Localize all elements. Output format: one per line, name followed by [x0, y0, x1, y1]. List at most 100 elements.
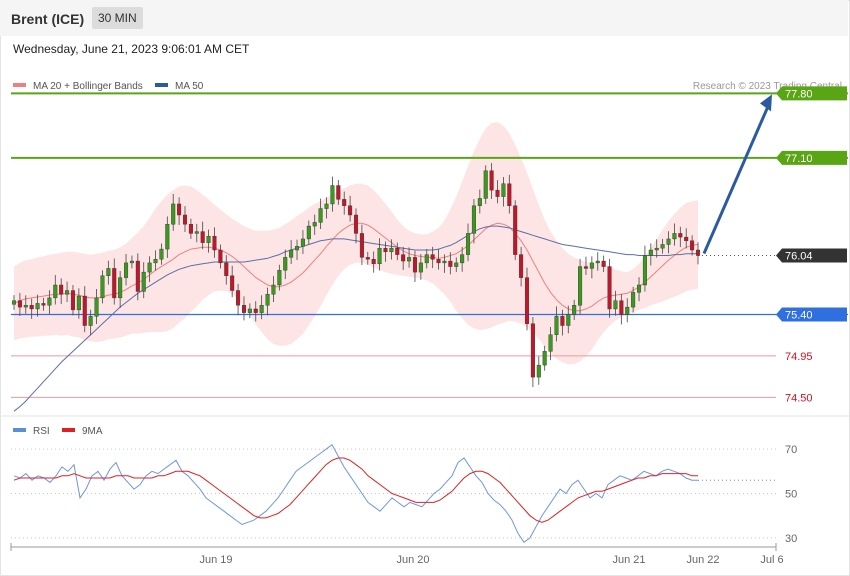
timestamp: Wednesday, June 21, 2023 9:06:01 AM CET — [13, 42, 250, 56]
candle-body — [672, 233, 677, 240]
candle-body — [236, 290, 241, 306]
candle-body — [389, 247, 394, 253]
candle-body — [690, 240, 695, 251]
candle-body — [348, 205, 353, 216]
rsi-9ma-line — [13, 457, 698, 523]
candle-body — [483, 170, 488, 199]
candle-body — [513, 205, 518, 255]
legend-9ma: 9MA — [62, 426, 103, 438]
candle-body — [153, 259, 158, 264]
legend-swatch-ma20 — [13, 83, 26, 88]
candle-body — [41, 303, 46, 306]
candle-body — [684, 236, 689, 241]
candle-body — [448, 260, 453, 267]
level-label-75-40: 75.40 — [776, 307, 847, 322]
candle-body — [412, 257, 417, 273]
candle-body — [295, 246, 300, 251]
x-tick-label: Jun 19 — [199, 554, 232, 566]
candle-body — [212, 235, 217, 251]
candle-body — [507, 183, 512, 206]
projection-arrow-shaft — [702, 105, 770, 255]
candle-body — [283, 257, 288, 271]
candle-body — [318, 208, 323, 223]
level-label-76-04: 76.04 — [776, 248, 847, 263]
level-label-76-04-text: 76.04 — [785, 251, 813, 263]
legend-label-9ma: 9MA — [82, 426, 103, 437]
candle-body — [395, 247, 400, 255]
rsi-tick-50: 50 — [785, 489, 797, 501]
candle-body — [578, 266, 583, 306]
header-bar: Brent (ICE) 30 MIN — [0, 0, 848, 36]
candle-body — [194, 231, 199, 234]
candle-body — [171, 203, 176, 225]
timeframe-badge[interactable]: 30 MIN — [92, 7, 143, 29]
candle-body — [188, 224, 193, 234]
candle-body — [424, 254, 429, 264]
candle-body — [53, 284, 58, 299]
candle-body — [648, 249, 653, 256]
x-tick-label: Jun 21 — [612, 554, 645, 566]
candle-body — [177, 203, 182, 216]
candle-body — [11, 300, 17, 305]
legend-label-ma20: MA 20 + Bollinger Bands — [33, 81, 143, 92]
candle-body — [324, 203, 329, 209]
candle-body — [277, 270, 282, 286]
candle-body — [342, 199, 347, 206]
candle-body — [524, 277, 530, 324]
x-axis: Jun 19 Jun 20 Jun 21 Jun 22 Jul 6 — [10, 543, 784, 566]
candle-body — [135, 260, 140, 292]
legend-swatch-ma50 — [155, 83, 168, 88]
candle-body — [442, 260, 447, 264]
candle-body — [595, 260, 600, 264]
rsi-line — [13, 443, 698, 544]
candle-body — [536, 364, 541, 378]
candle-body — [129, 260, 134, 264]
level-label-77-80-text: 77.80 — [785, 88, 813, 100]
candle-body — [65, 290, 70, 295]
candle-body — [371, 259, 376, 265]
candle-body — [253, 308, 258, 313]
symbol-title: Brent (ICE) — [11, 11, 85, 27]
candle-body — [566, 314, 571, 326]
candle-body — [29, 305, 34, 310]
candle-body — [519, 254, 524, 278]
candle-body — [430, 254, 435, 260]
candle-body — [312, 222, 317, 227]
candle-body — [383, 247, 388, 253]
level-label-74-50-text: 74.50 — [785, 392, 813, 404]
candle-body — [666, 238, 671, 245]
level-label-75-40-text: 75.40 — [785, 309, 813, 321]
candle-body — [147, 262, 152, 273]
candle-body — [300, 238, 305, 247]
level-label-77-10-box — [776, 150, 847, 165]
candle-body — [619, 300, 624, 315]
candle-body — [353, 214, 359, 234]
candle-body — [454, 262, 459, 267]
candle-body — [241, 305, 246, 313]
candle-body — [230, 275, 235, 291]
candle-body — [660, 244, 665, 249]
candle-body — [495, 189, 500, 197]
candle-body — [589, 262, 594, 269]
candle-body — [206, 235, 211, 243]
candle-body — [678, 233, 683, 238]
rsi-tick-30: 30 — [785, 533, 797, 545]
candle-body — [607, 266, 612, 310]
legend-label-rsi: RSI — [33, 426, 50, 437]
candle-body — [466, 233, 471, 255]
candle-body — [530, 323, 535, 378]
candle-body — [182, 214, 188, 225]
candle-body — [601, 260, 606, 267]
research-credit: Research © 2023 Trading Central — [692, 81, 842, 92]
candle-body — [460, 254, 465, 264]
level-label-76-04-box — [776, 248, 847, 263]
legend-ma50: MA 50 — [155, 81, 203, 93]
level-label-77-80-box — [776, 86, 847, 101]
candle-body — [200, 231, 205, 243]
candle-body — [471, 205, 476, 234]
level-label-74-95-text: 74.95 — [785, 351, 813, 363]
candle-body — [418, 262, 423, 273]
candle-body — [141, 271, 146, 292]
candle-body — [88, 316, 93, 326]
